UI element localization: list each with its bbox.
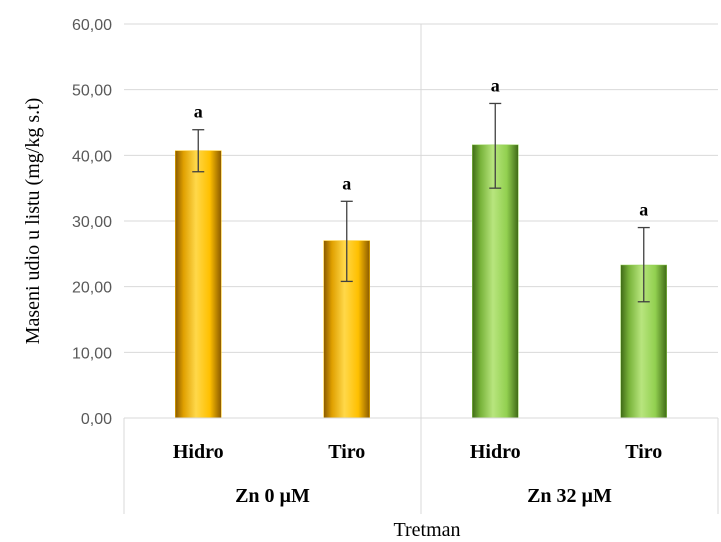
y-tick-label: 50,00: [72, 83, 112, 100]
y-tick-label: 40,00: [72, 148, 112, 165]
significance-label: a: [491, 75, 500, 95]
y-tick-label: 20,00: [72, 280, 112, 297]
significance-label: a: [639, 200, 648, 220]
y-tick-label: 10,00: [72, 345, 112, 362]
bar: [175, 150, 222, 419]
category-label: Tiro: [625, 441, 662, 463]
y-axis-tick-labels: 0,00 10,00 20,00 30,00 40,00 50,00 60,00: [72, 17, 112, 428]
category-label: Hidro: [173, 441, 224, 463]
x-axis-title: Tretman: [393, 519, 460, 541]
y-tick-label: 0,00: [81, 411, 112, 428]
x-axis: Hidro Tiro Zn 0 µM Hidro Tiro Zn 32 µM: [123, 24, 719, 514]
significance-label: a: [342, 173, 351, 193]
group-label: Zn 0 µM: [235, 485, 310, 507]
y-tick-label: 30,00: [72, 214, 112, 231]
y-tick-label: 60,00: [72, 17, 112, 34]
error-bars: [192, 102, 650, 303]
category-label: Tiro: [328, 441, 365, 463]
y-axis-title: Maseni udio u listu (mg/kg s.t): [22, 98, 44, 345]
significance-labels: a a a a: [194, 75, 649, 219]
significance-label: a: [194, 102, 203, 122]
bar: [472, 144, 519, 419]
group-label: Zn 32 µM: [527, 485, 612, 507]
category-label: Hidro: [470, 441, 521, 463]
